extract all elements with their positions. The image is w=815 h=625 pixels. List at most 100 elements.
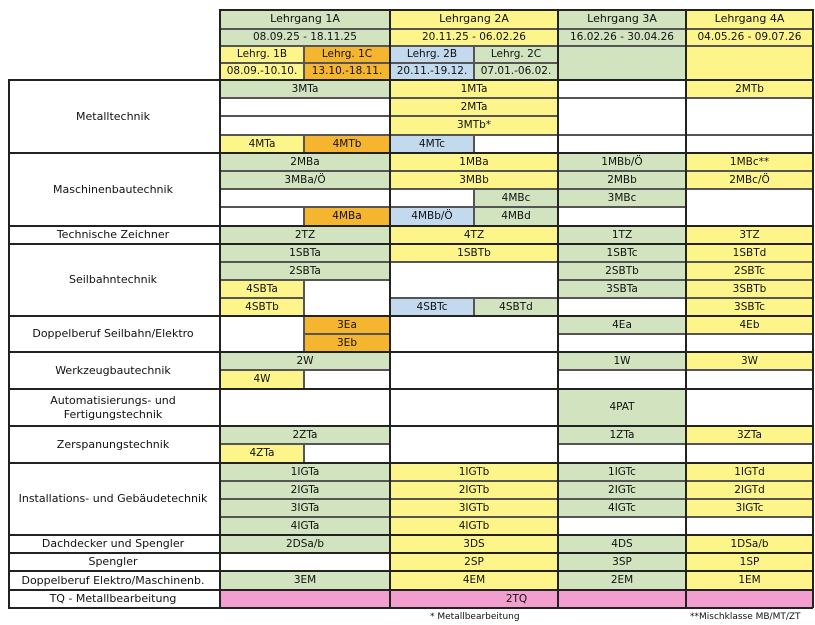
cell-4sbta: 4SBTa: [220, 280, 304, 298]
cell-1dsab: 1DSa/b: [686, 535, 813, 553]
cell-3mba-oe: 3MBa/Ö: [220, 171, 390, 189]
course-dates-1a: 08.09.25 - 18.11.25: [220, 29, 390, 46]
cell-2tq: 2TQ: [220, 590, 813, 608]
section-spengler: Spengler: [88, 555, 138, 569]
column-divider: [685, 10, 687, 608]
cell-wb-1c-2: [304, 370, 390, 389]
cell-2mba: 2MBa: [220, 153, 390, 171]
cell-4mbc: 4MBc: [474, 189, 558, 207]
cell-3tz: 3TZ: [686, 226, 813, 244]
cell-4ea: 4Ea: [558, 316, 686, 334]
cell-1zta: 1ZTa: [558, 426, 686, 444]
subcourse-header-2c: Lehrg. 2C: [474, 46, 558, 63]
cell-2igtb: 2IGTb: [390, 481, 558, 499]
column-divider: [557, 10, 559, 608]
course-dates-4a: 04.05.26 - 09.07.26: [686, 29, 813, 46]
cell-4igta: 4IGTa: [220, 517, 390, 535]
subcourse-header-1b: Lehrg. 1B: [220, 46, 304, 63]
cell-zs-2a: [390, 426, 558, 463]
cell-ig-3a-4: [558, 517, 686, 535]
section-zerspanungstechnik: Zerspanungstechnik: [56, 437, 170, 451]
row-divider: [8, 388, 813, 390]
cell-2em: 2EM: [558, 571, 686, 590]
column-divider: [389, 10, 391, 608]
section-werkzeugbautechnik: Werkzeugbautechnik: [55, 363, 171, 377]
cell-4igtc: 4IGTc: [558, 499, 686, 517]
row-divider: [8, 570, 813, 572]
course-header-4a: Lehrgang 4A: [686, 10, 813, 29]
cell-de-2a: [390, 316, 558, 352]
course-dates-2a: 20.11.25 - 06.02.26: [390, 29, 558, 46]
cell-zs-1c-2: [304, 444, 390, 463]
subcourse-header-2b: Lehrg. 2B: [390, 46, 474, 63]
cell-mt-3a-1: [558, 80, 686, 98]
section-seilbahntechnik: Seilbahntechnik: [68, 273, 158, 287]
cell-4mbd: 4MBd: [474, 207, 558, 226]
cell-ig-4a-4: [686, 517, 813, 535]
cell-4mtb: 4MTb: [304, 135, 390, 153]
cell-3sp: 3SP: [558, 553, 686, 571]
cell-3zta: 3ZTa: [686, 426, 813, 444]
footnote-metallbearbeitung: * Metallbearbeitung: [430, 612, 520, 622]
cell-mb-4a-3: [686, 189, 813, 226]
cell-sb-2a-2: [390, 262, 558, 298]
cell-3igtb: 3IGTb: [390, 499, 558, 517]
cell-sp-1a: [220, 553, 390, 571]
section-technische-zeichner: Technische Zeichner: [56, 228, 170, 242]
row-divider: [8, 315, 813, 317]
cell-2sp: 2SP: [390, 553, 558, 571]
cell-mt-4a-2: [686, 98, 813, 135]
cell-af-1a: [220, 389, 390, 426]
cell-3mbc: 3MBc: [558, 189, 686, 207]
cell-wb-3a-2: [558, 370, 686, 389]
cell-mt-4a-4: [686, 135, 813, 153]
cell-4sbtc: 4SBTc: [390, 298, 474, 316]
cell-2igtd: 2IGTd: [686, 481, 813, 499]
cell-3sbtc: 3SBTc: [686, 298, 813, 316]
section-doppelberuf-seilbahn-elektro: Doppelberuf Seilbahn/Elektro: [32, 327, 194, 341]
header-top-border: [219, 9, 814, 11]
cell-1mta: 1MTa: [390, 80, 558, 98]
cell-2tz: 2TZ: [220, 226, 390, 244]
cell-mt-1a-2: [220, 98, 390, 116]
cell-de-1b: [220, 316, 304, 352]
row-divider: [8, 607, 813, 609]
cell-af-4a: [686, 389, 813, 426]
cell-mt-2c-4: [474, 135, 558, 153]
cell-4tz: 4TZ: [390, 226, 558, 244]
cell-3ds: 3DS: [390, 535, 558, 553]
cell-de-3a-2: [558, 334, 686, 352]
cell-4eb: 4Eb: [686, 316, 813, 334]
cell-3mta: 3MTa: [220, 80, 390, 98]
cell-4em: 4EM: [390, 571, 558, 590]
footnote-mischklasse: **Mischklasse MB/MT/ZT: [690, 612, 801, 622]
cell-4mtc: 4MTc: [390, 135, 474, 153]
cell-wb-4a-2: [686, 370, 813, 389]
cell-wb-2a: [390, 352, 558, 389]
cell-3sbta: 3SBTa: [558, 280, 686, 298]
column-divider: [219, 10, 221, 608]
section-installations-gebaeudetechnik: Installations- und Gebäudetechnik: [18, 492, 208, 506]
course-dates-3a: 16.02.26 - 30.04.26: [558, 29, 686, 46]
cell-mt-3a-2: [558, 98, 686, 135]
cell-1igtb: 1IGTb: [390, 463, 558, 481]
cell-4mta: 4MTa: [220, 135, 304, 153]
cell-2zta: 2ZTa: [220, 426, 390, 444]
course-header-2a: Lehrgang 2A: [390, 10, 558, 29]
section-automatisierungs-fertigungstechnik: Automatisierungs- und Fertigungstechnik: [50, 393, 176, 421]
cell-1sbtd: 1SBTd: [686, 244, 813, 262]
cell-2sbta: 2SBTa: [220, 262, 390, 280]
course-header-3a: Lehrgang 3A: [558, 10, 686, 29]
cell-af-2a: [390, 389, 558, 426]
cell-mb-1b-4: [220, 207, 304, 226]
row-divider: [8, 534, 813, 536]
cell-2igtc: 2IGTc: [558, 481, 686, 499]
subcourse-dates-2c: 07.01.-06.02.: [474, 63, 558, 80]
section-metalltechnik: Metalltechnik: [76, 109, 150, 123]
cell-4sbtd: 4SBTd: [474, 298, 558, 316]
cell-mb-3a-4: [558, 207, 686, 226]
cell-1mbb-oe: 1MBb/Ö: [558, 153, 686, 171]
cell-3eb: 3Eb: [304, 334, 390, 352]
cell-2mbc-oe: 2MBc/Ö: [686, 171, 813, 189]
cell-1w: 1W: [558, 352, 686, 370]
